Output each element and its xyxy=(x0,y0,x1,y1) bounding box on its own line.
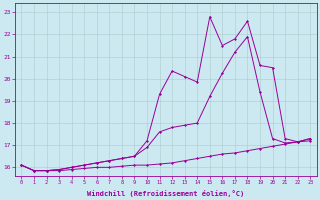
X-axis label: Windchill (Refroidissement éolien,°C): Windchill (Refroidissement éolien,°C) xyxy=(87,190,244,197)
